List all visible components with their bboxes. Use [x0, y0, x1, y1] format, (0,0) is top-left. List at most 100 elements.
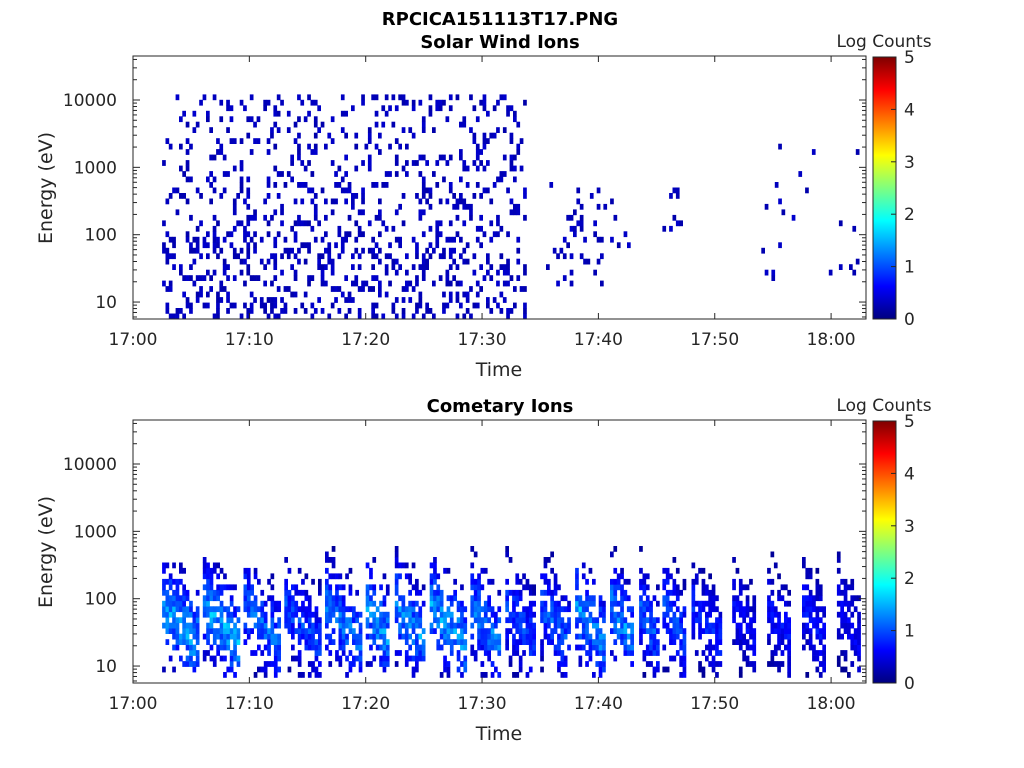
- heatmap-cell: [222, 286, 227, 292]
- heatmap-cell: [284, 617, 288, 624]
- heatmap-cell: [626, 644, 631, 651]
- heatmap-cell: [456, 639, 461, 645]
- heatmap-cell: [318, 578, 322, 585]
- heatmap-cell: [770, 628, 775, 634]
- heatmap-cell: [575, 567, 579, 574]
- heatmap-cell: [341, 628, 346, 634]
- heatmap-cell: [494, 644, 498, 651]
- heatmap-cell: [162, 622, 166, 629]
- heatmap-cell: [613, 567, 618, 574]
- heatmap-cell: [226, 617, 231, 624]
- heatmap-cell: [506, 313, 510, 320]
- heatmap-cell: [469, 127, 473, 133]
- heatmap-cell: [381, 182, 386, 188]
- heatmap-cell: [354, 247, 359, 254]
- heatmap-cell: [445, 302, 450, 309]
- heatmap-cell: [560, 595, 565, 602]
- heatmap-cell: [172, 313, 176, 320]
- heatmap-cell: [415, 308, 419, 314]
- heatmap-cell: [456, 655, 461, 662]
- heatmap-cell: [802, 606, 806, 613]
- heatmap-cell: [249, 302, 254, 309]
- heatmap-cell: [411, 264, 416, 270]
- heatmap-cell: [209, 286, 213, 292]
- heatmap-cell: [465, 291, 470, 298]
- heatmap-cell: [372, 655, 377, 662]
- heatmap-cell: [179, 116, 183, 123]
- heatmap-cell: [229, 105, 234, 112]
- heatmap-cell: [540, 650, 544, 656]
- heatmap-cell: [515, 672, 520, 678]
- heatmap-cell: [185, 138, 190, 144]
- heatmap-cell: [576, 187, 581, 194]
- heatmap-cell: [752, 600, 757, 607]
- heatmap-cell: [836, 551, 841, 558]
- heatmap-cell: [378, 280, 382, 287]
- heatmap-cell: [246, 203, 251, 210]
- heatmap-cell: [738, 622, 743, 629]
- heatmap-cell: [293, 308, 298, 314]
- heatmap-cell: [243, 225, 247, 232]
- heatmap-cell: [452, 247, 456, 254]
- heatmap-cell: [222, 264, 227, 270]
- heatmap-cell: [270, 633, 275, 640]
- heatmap-cell: [522, 633, 526, 640]
- heatmap-cell: [499, 264, 504, 270]
- heatmap-cell: [449, 628, 454, 634]
- heatmap-cell: [229, 302, 234, 309]
- heatmap-cell: [752, 666, 757, 673]
- heatmap-cell: [325, 589, 329, 596]
- y-tick-label: 10000: [63, 91, 117, 111]
- heatmap-cell: [404, 650, 409, 656]
- heatmap-cell: [494, 633, 498, 640]
- heatmap-cell: [705, 600, 709, 607]
- heatmap-cell: [229, 666, 234, 673]
- heatmap-cell: [206, 611, 210, 618]
- heatmap-cell: [815, 584, 820, 591]
- heatmap-cell: [540, 617, 544, 624]
- heatmap-cell: [411, 286, 416, 292]
- heatmap-cell: [313, 308, 318, 314]
- heatmap-cell: [411, 617, 416, 624]
- heatmap-cell: [483, 567, 488, 574]
- heatmap-cell: [284, 606, 288, 613]
- heatmap-cell: [777, 622, 781, 629]
- heatmap-cell: [598, 606, 603, 613]
- heatmap-cell: [745, 639, 750, 645]
- heatmap-cell: [307, 639, 312, 645]
- heatmap-cell: [415, 247, 419, 254]
- heatmap-cell: [239, 182, 244, 188]
- heatmap-cell: [344, 275, 348, 281]
- heatmap-cell: [317, 264, 321, 270]
- panel2-colorbar-label: Log Counts: [836, 396, 931, 416]
- heatmap-cell: [745, 628, 750, 634]
- heatmap-cell: [219, 149, 224, 155]
- heatmap-cell: [411, 236, 416, 243]
- heatmap-cell: [742, 611, 746, 618]
- heatmap-cell: [335, 584, 339, 591]
- heatmap-cell: [421, 193, 426, 199]
- heatmap-cell: [330, 258, 335, 265]
- heatmap-cell: [371, 182, 375, 188]
- heatmap-cell: [738, 606, 743, 613]
- heatmap-cell: [672, 589, 677, 596]
- heatmap-cell: [567, 600, 571, 607]
- heatmap-cell: [209, 622, 214, 629]
- heatmap-cell: [317, 253, 321, 260]
- heatmap-cell: [708, 611, 712, 618]
- heatmap-cell: [297, 606, 302, 613]
- heatmap-cell: [708, 589, 712, 596]
- heatmap-cell: [595, 617, 600, 624]
- heatmap-cell: [777, 639, 781, 645]
- heatmap-cell: [508, 617, 513, 624]
- heatmap-cell: [216, 242, 220, 249]
- heatmap-cell: [745, 611, 750, 618]
- heatmap-cell: [602, 639, 606, 645]
- heatmap-cell: [162, 611, 166, 618]
- heatmap-cell: [172, 622, 176, 629]
- heatmap-cell: [749, 644, 753, 651]
- heatmap-cell: [745, 644, 750, 651]
- heatmap-cell: [320, 253, 325, 260]
- heatmap-cell: [528, 584, 533, 591]
- heatmap-cell: [382, 622, 387, 629]
